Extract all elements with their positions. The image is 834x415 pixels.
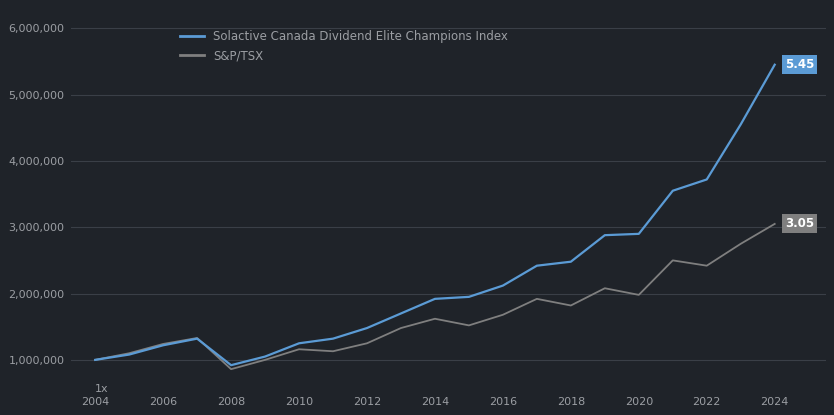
- Text: 1x: 1x: [95, 384, 108, 394]
- Legend: Solactive Canada Dividend Elite Champions Index, S&P/TSX: Solactive Canada Dividend Elite Champion…: [175, 26, 513, 67]
- Text: 3.05: 3.05: [785, 217, 814, 230]
- Text: 5.45: 5.45: [785, 58, 814, 71]
